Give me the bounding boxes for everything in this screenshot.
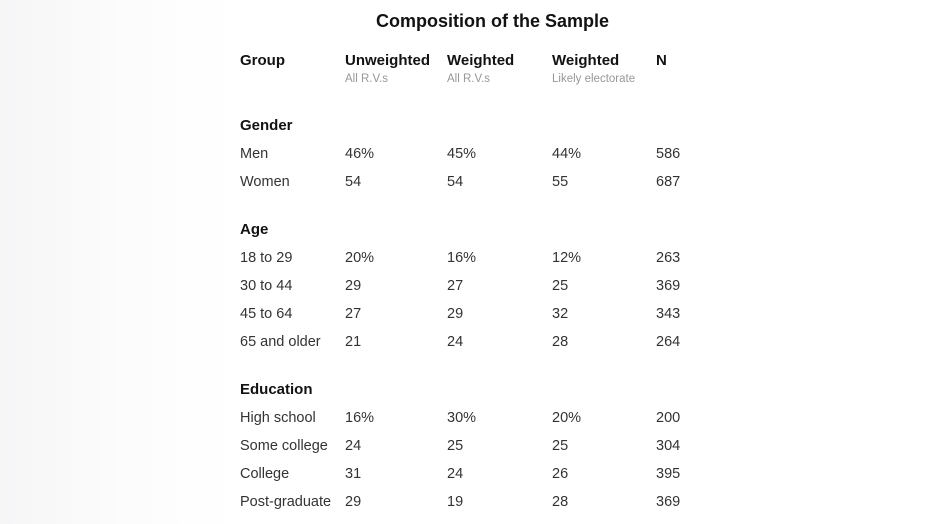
row-value-cell: 200 xyxy=(656,410,681,426)
row-value-cell: 343 xyxy=(656,306,681,322)
column-header-label: N xyxy=(656,52,667,69)
table-row: Women 54 54 55 687 xyxy=(240,168,745,196)
row-group-label: 18 to 29 xyxy=(240,250,293,266)
column-header-n: N xyxy=(656,52,745,87)
row-value-cell: 30% xyxy=(447,410,477,426)
table-header-row: Group Unweighted All R.V.s Weighted All … xyxy=(240,52,745,87)
column-header-sublabel: All R.V.s xyxy=(345,73,389,85)
row-value-cell: 12% xyxy=(552,250,582,266)
row-value-cell: 29 xyxy=(447,306,464,322)
row-value-cell: 21 xyxy=(345,334,362,350)
row-group-label: Women xyxy=(240,174,290,190)
column-header-label: Weighted xyxy=(447,52,515,69)
table-row: 18 to 29 20% 16% 12% 263 xyxy=(240,244,745,272)
row-value-cell: 32 xyxy=(552,306,569,322)
column-header-weighted-electorate: Weighted Likely electorate xyxy=(552,52,656,87)
table-row: 65 and older 21 24 28 264 xyxy=(240,328,745,356)
row-value-cell: 16% xyxy=(447,250,477,266)
row-value-cell: 28 xyxy=(552,494,569,510)
row-group-label: Men xyxy=(240,146,269,162)
row-value-cell: 24 xyxy=(447,334,464,350)
row-value-cell: 20% xyxy=(345,250,375,266)
row-value-cell: 20% xyxy=(552,410,582,426)
column-header-unweighted: Unweighted All R.V.s xyxy=(345,52,447,87)
row-group-label: 45 to 64 xyxy=(240,306,293,322)
row-value-cell: 27 xyxy=(447,278,464,294)
row-value-cell: 25 xyxy=(447,438,464,454)
row-value-cell: 46% xyxy=(345,146,375,162)
section-heading: Gender xyxy=(240,117,293,134)
column-header-label: Unweighted xyxy=(345,52,430,69)
row-group-label: 30 to 44 xyxy=(240,278,293,294)
row-value-cell: 25 xyxy=(552,278,569,294)
section-heading: Education xyxy=(240,381,313,398)
row-value-cell: 27 xyxy=(345,306,362,322)
row-value-cell: 44% xyxy=(552,146,582,162)
row-value-cell: 31 xyxy=(345,466,362,482)
row-value-cell: 369 xyxy=(656,494,681,510)
column-header-label: Weighted xyxy=(552,52,620,69)
row-value-cell: 25 xyxy=(552,438,569,454)
row-value-cell: 24 xyxy=(345,438,362,454)
page-title: Composition of the Sample xyxy=(375,11,609,31)
row-group-label: Some college xyxy=(240,438,328,454)
column-header-sublabel: Likely electorate xyxy=(552,73,636,85)
table-row: 45 to 64 27 29 32 343 xyxy=(240,300,745,328)
table-row: High school 16% 30% 20% 200 xyxy=(240,404,745,432)
row-value-cell: 304 xyxy=(656,438,681,454)
column-header-group: Group xyxy=(240,52,345,87)
row-value-cell: 55 xyxy=(552,174,569,190)
row-value-cell: 26 xyxy=(552,466,569,482)
column-header-weighted-rvs: Weighted All R.V.s xyxy=(447,52,552,87)
row-value-cell: 54 xyxy=(345,174,362,190)
column-header-label: Group xyxy=(240,52,285,69)
row-value-cell: 586 xyxy=(656,146,681,162)
row-group-label: High school xyxy=(240,410,316,426)
row-group-label: 65 and older xyxy=(240,334,321,350)
table-row: College 31 24 26 395 xyxy=(240,460,745,488)
section-heading: Age xyxy=(240,221,269,238)
row-value-cell: 16% xyxy=(345,410,375,426)
row-value-cell: 263 xyxy=(656,250,681,266)
table-row: Men 46% 45% 44% 586 xyxy=(240,140,745,168)
row-value-cell: 24 xyxy=(447,466,464,482)
row-group-label: College xyxy=(240,466,290,482)
row-value-cell: 28 xyxy=(552,334,569,350)
row-value-cell: 395 xyxy=(656,466,681,482)
table-row: Some college 24 25 25 304 xyxy=(240,432,745,460)
row-value-cell: 264 xyxy=(656,334,681,350)
table-row: Post-graduate 29 19 28 369 xyxy=(240,488,745,516)
sample-composition-table: Composition of the Sample Group Unweight… xyxy=(240,8,745,516)
row-value-cell: 45% xyxy=(447,146,477,162)
row-value-cell: 19 xyxy=(447,494,464,510)
section-gender: Gender Men 46% 45% 44% 586 Women 54 54 5… xyxy=(240,112,745,196)
column-header-sublabel: All R.V.s xyxy=(447,73,491,85)
table-row: 30 to 44 29 27 25 369 xyxy=(240,272,745,300)
row-group-label: Post-graduate xyxy=(240,494,332,510)
section-age: Age 18 to 29 20% 16% 12% 263 30 to 44 29… xyxy=(240,216,745,356)
section-education: Education High school 16% 30% 20% 200 So… xyxy=(240,376,745,516)
row-value-cell: 29 xyxy=(345,494,362,510)
row-value-cell: 54 xyxy=(447,174,464,190)
row-value-cell: 687 xyxy=(656,174,681,190)
row-value-cell: 29 xyxy=(345,278,362,294)
row-value-cell: 369 xyxy=(656,278,681,294)
